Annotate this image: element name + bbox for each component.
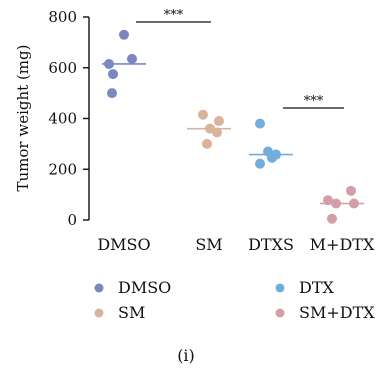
data-point xyxy=(107,88,117,99)
data-point xyxy=(212,127,222,138)
data-point xyxy=(349,198,359,209)
legend-marker xyxy=(94,283,104,293)
y-tick-label: 800 xyxy=(48,8,77,26)
data-point xyxy=(255,118,265,129)
data-points xyxy=(102,29,364,224)
y-tick-label: 400 xyxy=(48,110,77,128)
data-point xyxy=(346,185,356,196)
x-category-label: DTXS xyxy=(248,235,294,254)
y-tick-label: 600 xyxy=(48,59,77,77)
data-point xyxy=(255,158,265,169)
panel-label: (i) xyxy=(177,346,195,365)
data-point xyxy=(267,152,277,163)
data-point xyxy=(104,58,114,69)
data-point xyxy=(323,195,333,206)
x-categories: DMSO SM DTXS M+DTX xyxy=(97,235,375,254)
legend-label: DTX xyxy=(299,278,335,297)
data-point xyxy=(331,198,341,209)
y-tick-label: 0 xyxy=(67,211,77,229)
x-category-label: SM xyxy=(195,235,222,254)
x-category-label: DMSO xyxy=(97,235,150,254)
x-category-label: M+DTX xyxy=(310,235,375,254)
data-point xyxy=(127,53,137,64)
legend-label: DMSO xyxy=(118,278,171,297)
data-point xyxy=(108,69,118,80)
y-ticks: 0 200 400 600 800 xyxy=(48,8,89,229)
data-point xyxy=(327,213,337,224)
legend-label: SM xyxy=(118,303,145,322)
legend-marker xyxy=(94,308,104,318)
data-point xyxy=(198,109,208,120)
data-point xyxy=(119,29,129,40)
significance-brackets: *** *** xyxy=(136,8,344,109)
y-tick-label: 200 xyxy=(48,160,77,178)
legend: DMSO DTX SM SM+DTX xyxy=(94,278,375,322)
legend-marker xyxy=(275,283,285,293)
legend-marker xyxy=(275,308,285,318)
legend-label: SM+DTX xyxy=(299,303,375,322)
y-axis-label: Tumor weight (mg) xyxy=(14,45,32,192)
data-point xyxy=(214,116,224,127)
data-point xyxy=(202,138,212,149)
significance-label: *** xyxy=(164,8,184,23)
significance-label: *** xyxy=(304,94,324,109)
